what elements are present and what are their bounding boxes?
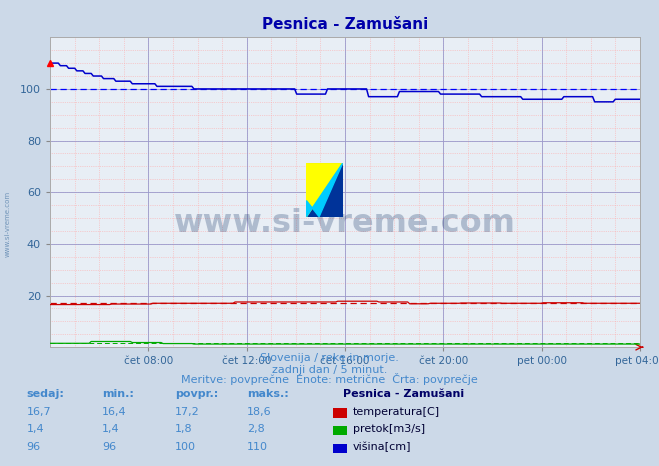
Text: 18,6: 18,6 bbox=[247, 407, 272, 417]
Text: Meritve: povprečne  Enote: metrične  Črta: povprečje: Meritve: povprečne Enote: metrične Črta:… bbox=[181, 373, 478, 385]
Text: 16,4: 16,4 bbox=[102, 407, 127, 417]
Polygon shape bbox=[306, 163, 343, 217]
Text: 1,8: 1,8 bbox=[175, 425, 192, 434]
Text: Slovenija / reke in morje.: Slovenija / reke in morje. bbox=[260, 353, 399, 363]
Text: min.:: min.: bbox=[102, 389, 134, 399]
Text: višina[cm]: višina[cm] bbox=[353, 442, 411, 452]
Text: 110: 110 bbox=[247, 442, 268, 452]
Text: 96: 96 bbox=[102, 442, 116, 452]
Text: Pesnica - Zamušani: Pesnica - Zamušani bbox=[343, 389, 464, 399]
Text: www.si-vreme.com: www.si-vreme.com bbox=[174, 208, 516, 239]
Text: sedaj:: sedaj: bbox=[26, 389, 64, 399]
Polygon shape bbox=[306, 163, 343, 217]
Text: temperatura[C]: temperatura[C] bbox=[353, 407, 440, 417]
Text: 17,2: 17,2 bbox=[175, 407, 200, 417]
Text: pretok[m3/s]: pretok[m3/s] bbox=[353, 425, 424, 434]
Text: 96: 96 bbox=[26, 442, 40, 452]
Text: 16,7: 16,7 bbox=[26, 407, 51, 417]
Text: povpr.:: povpr.: bbox=[175, 389, 218, 399]
Text: 1,4: 1,4 bbox=[26, 425, 44, 434]
Polygon shape bbox=[306, 163, 343, 217]
Text: maks.:: maks.: bbox=[247, 389, 289, 399]
Title: Pesnica - Zamušani: Pesnica - Zamušani bbox=[262, 17, 428, 32]
Text: www.si-vreme.com: www.si-vreme.com bbox=[5, 191, 11, 257]
Text: 2,8: 2,8 bbox=[247, 425, 265, 434]
Text: 1,4: 1,4 bbox=[102, 425, 120, 434]
Text: 100: 100 bbox=[175, 442, 196, 452]
Text: zadnji dan / 5 minut.: zadnji dan / 5 minut. bbox=[272, 365, 387, 375]
